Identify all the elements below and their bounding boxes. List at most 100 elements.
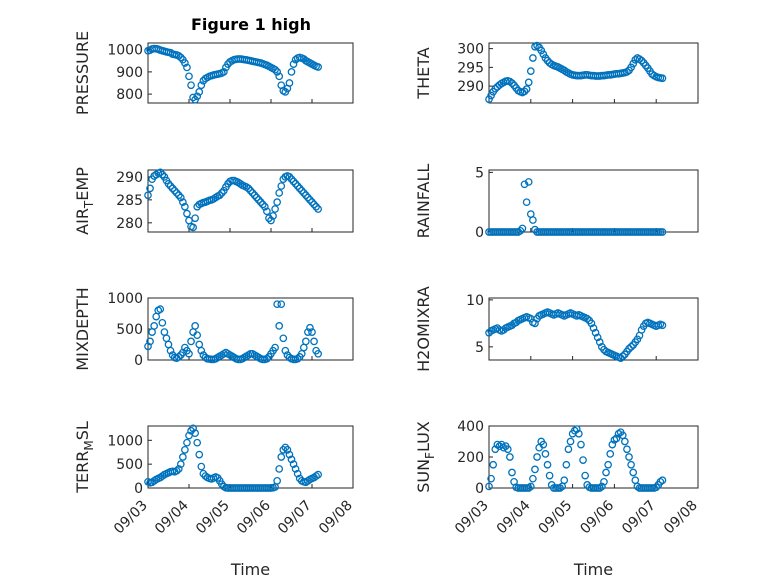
mixdepth-data-point — [146, 337, 154, 346]
air-temp-data-point — [273, 198, 281, 206]
pressure-data-point — [275, 72, 284, 81]
sun-flux-ytick-label: 0 — [475, 481, 484, 497]
pressure-data-point — [197, 81, 206, 90]
pressure-data-point — [273, 68, 281, 76]
theta-data-point — [491, 84, 500, 93]
sun-flux-data-point — [656, 477, 665, 486]
sun-flux-data-point — [612, 434, 621, 443]
h2omixra-data-point — [637, 326, 646, 334]
sun-flux-data-point — [610, 436, 619, 444]
h2omixra-ylabel: H2OMIXRA — [414, 286, 433, 372]
sun-flux-data-point — [608, 440, 617, 449]
air-temp-data-point — [191, 214, 199, 223]
h2omixra-data-point — [616, 354, 625, 362]
sun-flux-data-point — [506, 453, 514, 461]
air-temp-data-point — [174, 191, 183, 200]
h2omixra-data-point — [589, 324, 598, 332]
air-temp-data-point — [287, 175, 296, 184]
air-temp-data-point — [256, 198, 265, 206]
h2omixra-axes-box — [488, 297, 699, 361]
mixdepth-data-point — [263, 354, 271, 363]
air-temp-data-point — [183, 209, 191, 218]
sun-flux-data-point — [600, 477, 608, 486]
air-temp-data-point — [179, 198, 187, 206]
sun-flux-data-point — [485, 482, 493, 491]
pressure-ytick-label: 1000 — [107, 43, 143, 59]
air-temp-data-point — [263, 207, 271, 216]
theta-data-point — [520, 87, 529, 96]
sun-flux-data-point — [556, 484, 564, 492]
terr-msl-data-point — [314, 470, 322, 479]
h2omixra-data-point — [591, 328, 600, 337]
rainfall-ytick-label: 5 — [475, 165, 484, 181]
air-temp-data-point — [144, 191, 152, 200]
subplot-theta: 290 295 300 THETA — [414, 41, 699, 104]
mixdepth-data-point — [193, 331, 202, 340]
air-temp-data-point — [176, 193, 185, 202]
terr-msl-data-point — [291, 465, 300, 473]
air-temp-data-point — [244, 184, 253, 193]
terr-msl-ytick-label: 0 — [134, 481, 143, 497]
sun-flux-data-point — [539, 440, 548, 449]
rainfall-data-point — [520, 180, 529, 189]
terr-msl-data-point — [191, 429, 199, 438]
subplot-mixdepth: 0 500 1000 MIXDEPTH — [73, 287, 354, 371]
theta-data-point — [629, 59, 638, 68]
air-temp-axes-box — [147, 169, 354, 233]
sun-flux-data-point — [529, 474, 537, 483]
h2omixra-data-point — [618, 352, 627, 361]
subplot-h2omixra: 5 10 H2OMIXRA — [414, 286, 699, 372]
air-temp-data-point — [168, 184, 177, 193]
pressure-data-point — [271, 65, 279, 74]
terr-msl-data-point — [189, 424, 197, 433]
sun-flux-data-point — [508, 468, 516, 477]
sun-flux-ytick-label: 200 — [457, 450, 484, 466]
mixdepth-data-point — [174, 353, 183, 361]
pressure-axes-box — [147, 42, 354, 104]
sun-flux-data-point — [493, 440, 502, 449]
terr-msl-data-point — [275, 465, 284, 473]
rainfall-data-point — [522, 198, 531, 207]
air-temp-data-point — [269, 212, 277, 220]
pressure-data-point — [187, 81, 195, 90]
mixdepth-ytick-label: 1000 — [107, 291, 143, 307]
air-temp-data-point — [295, 184, 304, 193]
terr-msl-ytick-label: 1000 — [107, 433, 143, 449]
pressure-data-point — [220, 68, 228, 76]
sun-flux-data-point — [499, 443, 508, 452]
air-temp-data-point — [166, 182, 175, 190]
terr-msl-data-point — [195, 450, 204, 459]
terr-msl-data-point — [179, 453, 187, 461]
air-temp-data-point — [301, 191, 310, 200]
rainfall-data-point — [516, 226, 525, 235]
pressure-data-point — [314, 63, 322, 71]
theta-data-point — [522, 85, 531, 93]
theta-ylabel: THETA — [414, 47, 433, 99]
air-temp-data-point — [275, 189, 284, 197]
theta-ytick-label: 300 — [457, 42, 484, 58]
mixdepth-data-point — [306, 323, 314, 332]
mixdepth-data-point — [185, 349, 193, 358]
air-temp-data-point — [258, 200, 267, 209]
subplot-pressure: 800 900 1000 PRESSURE — [73, 31, 354, 115]
terr-msl-data-point — [285, 450, 294, 459]
mixdepth-data-point — [191, 322, 199, 330]
mixdepth-ytick-label: 0 — [134, 353, 143, 369]
h2omixra-data-point — [627, 342, 635, 351]
air-temp-ytick-label: 285 — [116, 193, 143, 209]
terr-msl-data-point — [287, 455, 296, 464]
air-temp-data-point — [267, 216, 275, 225]
theta-data-point — [623, 68, 631, 76]
mixdepth-data-point — [275, 322, 284, 330]
mixdepth-data-point — [158, 318, 167, 327]
mixdepth-ylabel: MIXDEPTH — [73, 287, 92, 370]
theta-data-point — [533, 41, 541, 50]
pressure-data-point — [285, 79, 294, 87]
terr-msl-axes-box — [147, 425, 354, 489]
mixdepth-data-point — [310, 337, 318, 346]
terr-msl-data-point — [273, 476, 281, 485]
air-temp-data-point — [304, 193, 312, 202]
air-temp-data-point — [310, 200, 318, 209]
pressure-ytick-label: 900 — [116, 65, 143, 81]
